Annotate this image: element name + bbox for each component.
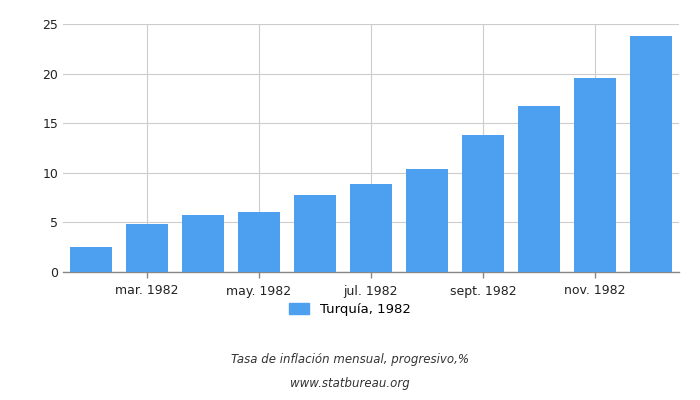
Bar [630, 36, 672, 272]
Bar [350, 184, 392, 272]
Bar [182, 216, 224, 272]
Text: www.statbureau.org: www.statbureau.org [290, 378, 410, 390]
Bar [126, 224, 168, 272]
Bar [406, 169, 448, 272]
Bar [294, 195, 336, 272]
Text: Tasa de inflación mensual, progresivo,%: Tasa de inflación mensual, progresivo,% [231, 354, 469, 366]
Bar [462, 135, 504, 272]
Legend: Turquía, 1982: Turquía, 1982 [284, 298, 416, 322]
Bar [518, 106, 560, 272]
Bar [574, 78, 616, 272]
Bar [70, 247, 112, 272]
Bar [238, 212, 280, 272]
